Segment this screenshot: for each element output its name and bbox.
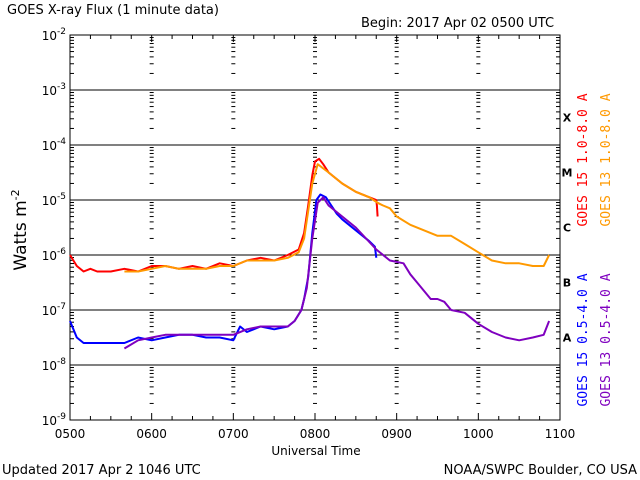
y-tick-base: 10	[42, 84, 57, 98]
y-tick-base: 10	[42, 414, 57, 428]
y-tick-base: 10	[42, 249, 57, 263]
y-tick-base: 10	[42, 359, 57, 373]
svg-text:Watts m-2: Watts m-2	[9, 189, 31, 270]
y-axis-label: Watts m-2	[9, 189, 31, 270]
y-tick-label: 10-3	[42, 82, 66, 98]
y-tick-exponent: -5	[57, 192, 66, 202]
y-tick-base: 10	[42, 29, 57, 43]
y-tick-label: 10-9	[42, 412, 67, 428]
y-tick-label: 10-7	[42, 302, 66, 318]
y-tick-label: 10-5	[42, 192, 66, 208]
x-tick-label: 0600	[136, 427, 167, 441]
flare-class-label: C	[563, 222, 571, 235]
y-tick-base: 10	[42, 304, 57, 318]
credit: NOAA/SWPC Boulder, CO USA	[444, 463, 637, 478]
legend-entry: GOES 15 0.5-4.0 A	[576, 273, 591, 406]
y-axis-label-sup: -2	[9, 189, 22, 200]
legend: GOES 15 1.0-8.0 A GOES 13 1.0-8.0 A GOES 1…	[576, 93, 614, 406]
y-tick-exponent: -8	[57, 357, 66, 367]
legend-entry-label: GOES 13 1.0-8.0 A	[599, 93, 614, 226]
y-tick-exponent: -4	[57, 137, 66, 147]
y-tick-exponent: -9	[57, 412, 66, 422]
updated-time: Updated 2017 Apr 2 1046 UTC	[2, 463, 201, 478]
flare-class-labels: X M C B A	[562, 112, 573, 345]
x-axis-label: Universal Time	[271, 444, 360, 458]
chart-title: GOES X-ray Flux (1 minute data)	[7, 3, 219, 18]
begin-time: Begin: 2017 Apr 02 0500 UTC	[361, 16, 554, 31]
flare-class-label: A	[563, 332, 572, 345]
series-lines	[69, 157, 551, 350]
legend-entry-label: GOES 15 1.0-8.0 A	[576, 93, 591, 226]
x-tick-label: 1000	[463, 427, 494, 441]
series-line	[69, 193, 378, 344]
legend-entry-label: GOES 15 0.5-4.0 A	[576, 273, 591, 406]
legend-entry: GOES 13 1.0-8.0 A	[599, 93, 614, 226]
y-tick-label: 10-6	[42, 247, 67, 263]
legend-entry: GOES 15 1.0-8.0 A	[576, 93, 591, 226]
y-tick-exponent: -7	[57, 302, 66, 312]
y-tick-label: 10-4	[42, 137, 67, 153]
series-line	[123, 196, 551, 350]
x-tick-label: 0800	[300, 427, 331, 441]
y-tick-base: 10	[42, 194, 57, 208]
flare-class-label: X	[563, 112, 572, 125]
flare-class-label: B	[563, 277, 571, 290]
legend-entry-label: GOES 13 0.5-4.0 A	[599, 273, 614, 406]
y-tick-label: 10-8	[42, 357, 67, 373]
legend-entry: GOES 13 0.5-4.0 A	[599, 273, 614, 406]
x-axis-ticks: 0500 0600 0700 0800 0900 1000 1100	[55, 35, 576, 441]
y-tick-label: 10-2	[42, 27, 66, 43]
x-tick-label: 0900	[381, 427, 412, 441]
y-tick-exponent: -6	[57, 247, 66, 257]
y-tick-base: 10	[42, 139, 57, 153]
y-tick-exponent: -2	[57, 27, 66, 37]
x-tick-label: 0500	[55, 427, 86, 441]
flare-class-label: M	[562, 167, 573, 180]
x-tick-label: 1100	[545, 427, 576, 441]
y-axis-ticks: 10-210-310-410-510-610-710-810-9	[42, 27, 67, 428]
x-tick-label: 0700	[218, 427, 249, 441]
series-line	[124, 163, 550, 273]
y-axis-label-text: Watts m	[11, 200, 31, 270]
y-tick-exponent: -3	[57, 82, 66, 92]
plot-area	[69, 34, 561, 421]
